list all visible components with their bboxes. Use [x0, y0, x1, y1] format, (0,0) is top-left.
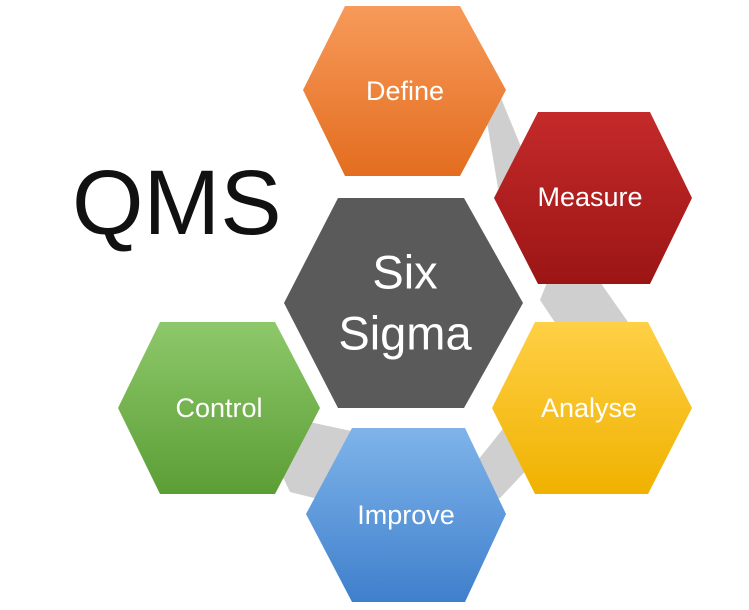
hex-measure-label: Measure — [537, 182, 642, 212]
hex-measure: Measure — [494, 112, 692, 284]
hex-define: Define — [303, 6, 506, 176]
hex-define-label: Define — [366, 76, 444, 106]
hex-improve-shape — [306, 428, 506, 602]
hex-analyse-label: Analyse — [541, 393, 637, 423]
center-label-line1: Six — [372, 246, 437, 299]
hex-control-label: Control — [175, 393, 262, 423]
hex-control-shape — [118, 322, 320, 494]
hex-six-sigma: Six Sigma — [284, 198, 523, 408]
center-label-line2: Sigma — [338, 307, 472, 360]
hex-improve: Improve — [306, 428, 506, 602]
hex-six-sigma-shape — [284, 198, 523, 408]
hex-analyse: Analyse — [492, 322, 692, 494]
hex-analyse-shape — [492, 322, 692, 494]
qms-title: QMS — [72, 152, 282, 254]
hex-measure-shape — [494, 112, 692, 284]
hex-control: Control — [118, 322, 320, 494]
hex-improve-label: Improve — [357, 500, 455, 530]
hex-define-shape — [303, 6, 506, 176]
